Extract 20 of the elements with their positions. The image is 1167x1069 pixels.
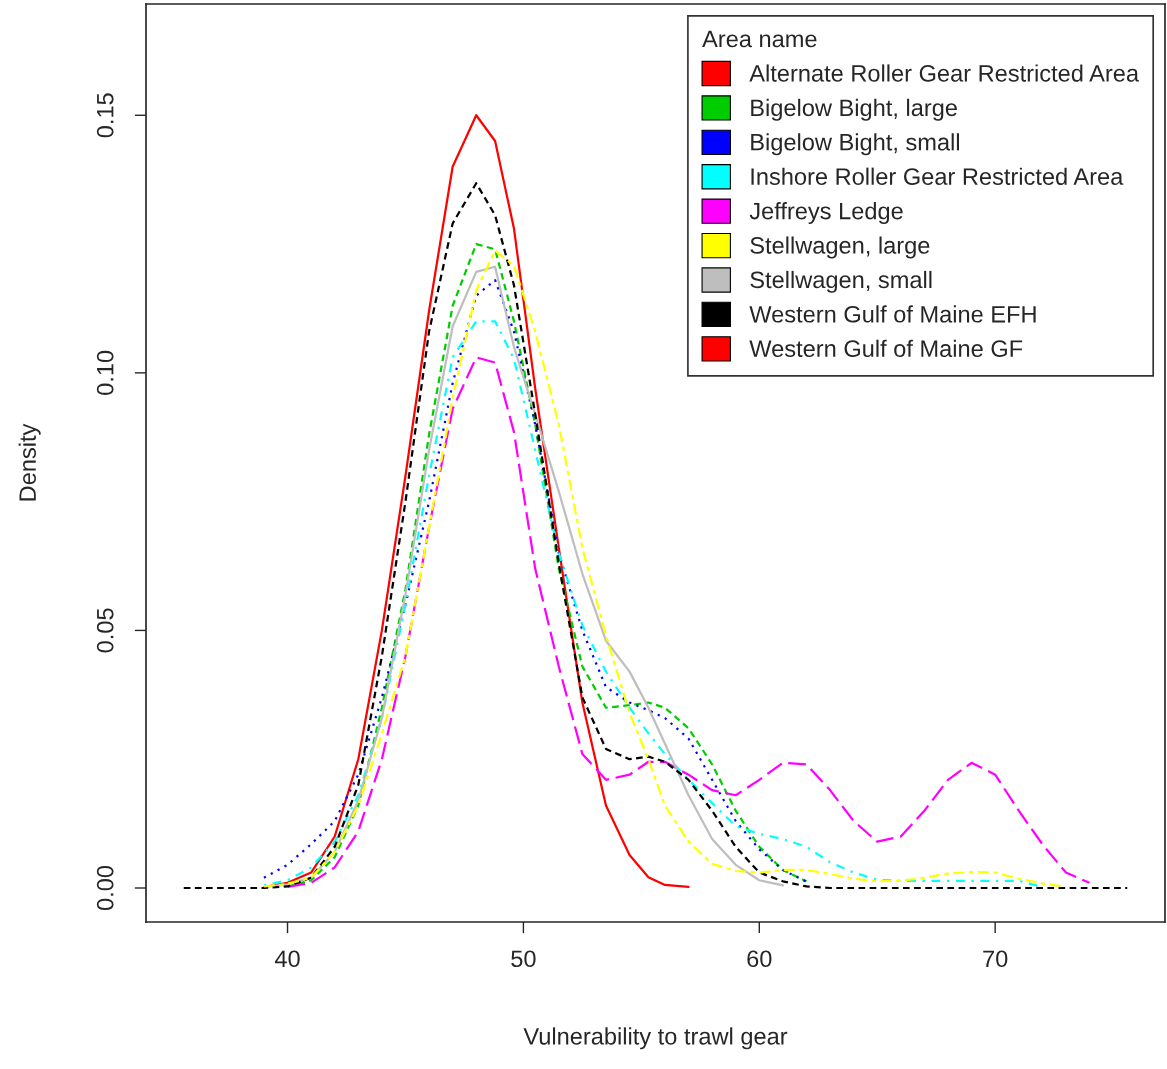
x-tick-label: 50	[511, 950, 536, 968]
legend-label: Jeffreys Ledge	[749, 202, 903, 225]
x-tick-label: 60	[747, 950, 772, 968]
x-tick-label: 70	[983, 950, 1008, 968]
legend-title: Area name	[702, 30, 817, 48]
legend-label: Inshore Roller Gear Restricted Area	[751, 167, 1124, 185]
legend-label: Alternate Roller Gear Restricted Area	[749, 64, 1140, 82]
x-tick-label: 40	[274, 950, 300, 968]
legend-label: Bigelow Bight, large	[751, 98, 957, 121]
legend-label: Stellwagen, large	[750, 236, 930, 259]
legend-label: Stellwagen, small	[750, 270, 932, 293]
y-tick-label: 0.10	[96, 350, 114, 395]
y-tick-label: 0.00	[96, 865, 114, 911]
legend-label: Western Gulf of Maine EFH	[749, 305, 1036, 323]
x-axis-title: Vulnerability to trawl gear	[523, 1027, 788, 1050]
legend-label: Bigelow Bight, small	[751, 133, 959, 156]
y-axis-title: Density	[18, 423, 41, 501]
legend-label: Western Gulf of Maine GF	[749, 339, 1023, 358]
y-tick-label: 0.15	[96, 93, 114, 138]
y-tick-label: 0.05	[96, 608, 114, 653]
